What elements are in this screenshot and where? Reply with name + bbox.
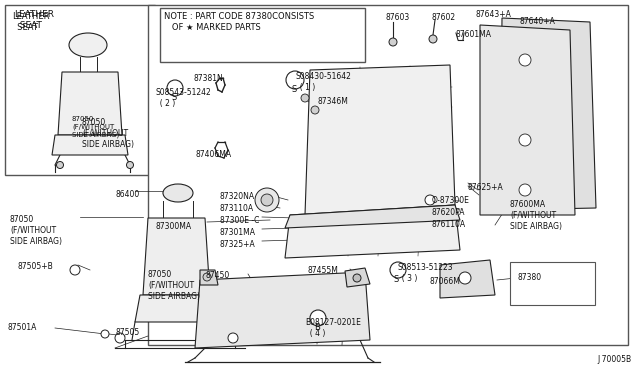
Polygon shape (440, 260, 495, 298)
Circle shape (459, 272, 471, 284)
Text: 87620PA: 87620PA (432, 208, 465, 217)
Circle shape (389, 38, 397, 46)
Polygon shape (135, 295, 220, 322)
Text: 87300MA: 87300MA (155, 222, 191, 231)
Polygon shape (500, 18, 596, 210)
Polygon shape (345, 268, 370, 287)
Text: 87406MA: 87406MA (195, 150, 231, 159)
Text: 87320NA: 87320NA (220, 192, 255, 201)
Polygon shape (58, 72, 122, 135)
Text: S: S (291, 85, 296, 94)
Circle shape (519, 184, 531, 196)
Circle shape (286, 71, 304, 89)
Bar (510, 262, 595, 305)
Text: 87050
(F/WITHOUT
SIDE AIRBAG): 87050 (F/WITHOUT SIDE AIRBAG) (10, 215, 62, 246)
Polygon shape (200, 270, 218, 285)
Text: 87640+A: 87640+A (520, 17, 556, 26)
Circle shape (519, 54, 531, 66)
Text: 87643+A: 87643+A (475, 10, 511, 19)
Circle shape (353, 274, 361, 282)
Polygon shape (52, 135, 128, 155)
Text: NOTE : PART CODE 87380CONSISTS
   OF ★ MARKED PARTS: NOTE : PART CODE 87380CONSISTS OF ★ MARK… (164, 12, 314, 32)
Text: B: B (314, 323, 320, 332)
Circle shape (301, 94, 309, 102)
Circle shape (261, 194, 273, 206)
Text: 87381N: 87381N (193, 74, 223, 83)
Text: 87450: 87450 (205, 271, 229, 280)
Text: S08543-51242
  ( 2 ): S08543-51242 ( 2 ) (155, 88, 211, 108)
Circle shape (255, 188, 279, 212)
Text: 87301MA: 87301MA (220, 228, 256, 237)
Text: 87601MA: 87601MA (455, 30, 491, 39)
Text: 87050
(F/WITHOUT
SIDE AIRBAG): 87050 (F/WITHOUT SIDE AIRBAG) (72, 116, 119, 138)
Text: 87066M: 87066M (430, 277, 461, 286)
Text: 87300E -C: 87300E -C (220, 216, 259, 225)
Circle shape (390, 262, 406, 278)
Polygon shape (285, 205, 460, 258)
Bar (5, 5, 155, 175)
Bar (160, 8, 365, 62)
Polygon shape (285, 205, 460, 228)
Text: 87455M: 87455M (308, 266, 339, 275)
Text: 87050
(F/WITHOUT
SIDE AIRBAG): 87050 (F/WITHOUT SIDE AIRBAG) (148, 270, 200, 301)
Text: 87505: 87505 (115, 328, 140, 337)
Polygon shape (480, 25, 575, 215)
Ellipse shape (69, 33, 107, 57)
Text: O-87300E: O-87300E (432, 196, 470, 205)
Text: 87600MA
(F/WITHOUT
SIDE AIRBAG): 87600MA (F/WITHOUT SIDE AIRBAG) (510, 200, 562, 231)
Circle shape (310, 310, 326, 326)
Text: 873110A: 873110A (220, 204, 254, 213)
Text: S08513-51223
  ( 3 ): S08513-51223 ( 3 ) (397, 263, 452, 283)
Text: 876110A: 876110A (432, 220, 466, 229)
Circle shape (429, 35, 437, 43)
Text: 87603: 87603 (385, 13, 409, 22)
Text: 87625+A: 87625+A (468, 183, 504, 192)
Polygon shape (143, 218, 210, 295)
Circle shape (425, 195, 435, 205)
Text: LEATHER
  SEAT: LEATHER SEAT (12, 12, 49, 32)
Text: 87325+A: 87325+A (220, 240, 256, 249)
Text: 87380: 87380 (518, 273, 542, 282)
Text: 87050
(F/WITHOUT
SIDE AIRBAG): 87050 (F/WITHOUT SIDE AIRBAG) (82, 118, 134, 149)
Ellipse shape (163, 184, 193, 202)
Circle shape (56, 161, 63, 169)
Text: LEATHER
  SEAT: LEATHER SEAT (14, 10, 54, 30)
Bar (148, 5, 628, 345)
Text: S08430-51642
  ( 1 ): S08430-51642 ( 1 ) (295, 72, 351, 92)
Text: 87501A: 87501A (8, 323, 37, 332)
Circle shape (228, 333, 238, 343)
Text: 87505+B: 87505+B (18, 262, 54, 271)
Text: 86400: 86400 (115, 190, 140, 199)
Polygon shape (305, 65, 455, 215)
Text: 87346M: 87346M (318, 97, 349, 106)
Circle shape (311, 106, 319, 114)
Text: 87602: 87602 (432, 13, 456, 22)
Circle shape (519, 134, 531, 146)
Text: S: S (394, 275, 399, 284)
Text: J 70005B: J 70005B (598, 355, 632, 364)
Circle shape (115, 333, 125, 343)
Text: B08127-0201E
  ( 4 ): B08127-0201E ( 4 ) (305, 318, 361, 338)
Circle shape (70, 265, 80, 275)
Text: S: S (172, 93, 177, 102)
Circle shape (101, 330, 109, 338)
Circle shape (127, 161, 134, 169)
Circle shape (203, 273, 211, 281)
Polygon shape (195, 272, 370, 348)
Circle shape (167, 80, 183, 96)
